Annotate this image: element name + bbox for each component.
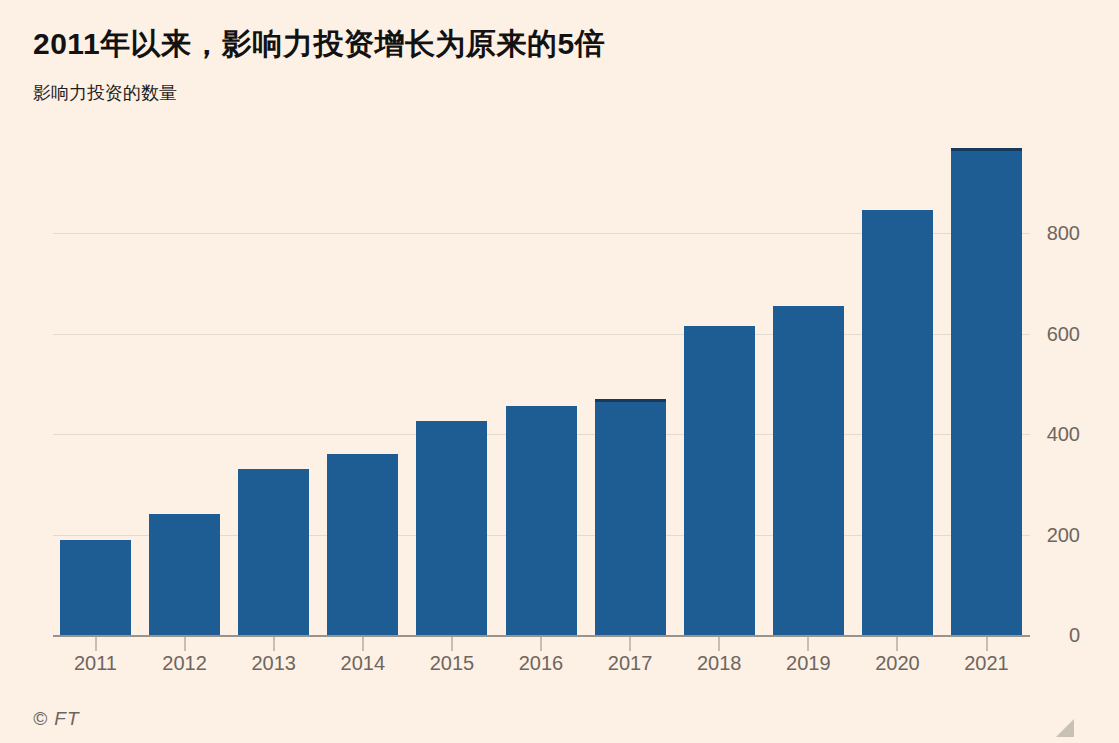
x-axis-label-2015: 2015 — [412, 652, 492, 674]
x-tick-2018 — [718, 636, 720, 651]
x-axis-label-2012: 2012 — [145, 652, 225, 674]
resize-handle-icon — [1056, 719, 1074, 737]
bar-2017 — [595, 399, 666, 635]
x-tick-2020 — [896, 636, 898, 651]
x-axis-label-2014: 2014 — [323, 652, 403, 674]
x-tick-2014 — [362, 636, 364, 651]
y-axis-label-800: 800 — [1032, 223, 1080, 243]
bar-cap-2021 — [951, 148, 1022, 151]
x-tick-2021 — [986, 636, 988, 651]
x-axis-label-2020: 2020 — [857, 652, 937, 674]
y-axis-label-200: 200 — [1032, 525, 1080, 545]
y-axis-label-400: 400 — [1032, 424, 1080, 444]
bar-2013 — [238, 469, 309, 635]
bar-2021 — [951, 148, 1022, 635]
chart-card: 2011年以来，影响力投资增长为原来的5倍 影响力投资的数量 020040060… — [0, 0, 1119, 743]
bar-2014 — [327, 454, 398, 635]
x-axis-label-2021: 2021 — [947, 652, 1027, 674]
bar-2020 — [862, 210, 933, 635]
x-axis-label-2016: 2016 — [501, 652, 581, 674]
x-tick-2019 — [807, 636, 809, 651]
bar-2015 — [416, 421, 487, 635]
x-axis-label-2011: 2011 — [56, 652, 136, 674]
x-tick-2012 — [184, 636, 186, 651]
ft-credit: © FT — [33, 708, 80, 730]
y-axis-label-0: 0 — [1032, 625, 1080, 645]
x-tick-2013 — [273, 636, 275, 651]
bar-chart: 0 200 400 600 800 2011 2012 2013 2014 2015 2016 201… — [0, 0, 1119, 743]
bar-2012 — [149, 514, 220, 635]
x-axis-line — [53, 635, 1030, 637]
x-axis-label-2018: 2018 — [679, 652, 759, 674]
x-axis-label-2017: 2017 — [590, 652, 670, 674]
x-axis-label-2013: 2013 — [234, 652, 314, 674]
bar-cap-2017 — [595, 399, 666, 402]
y-axis-label-600: 600 — [1032, 324, 1080, 344]
x-tick-2015 — [451, 636, 453, 651]
x-tick-2016 — [540, 636, 542, 651]
bar-2018 — [684, 326, 755, 635]
x-tick-2017 — [629, 636, 631, 651]
bar-2016 — [506, 406, 577, 635]
x-axis-label-2019: 2019 — [768, 652, 848, 674]
x-tick-2011 — [95, 636, 97, 651]
bar-2019 — [773, 306, 844, 635]
bar-2011 — [60, 540, 131, 635]
